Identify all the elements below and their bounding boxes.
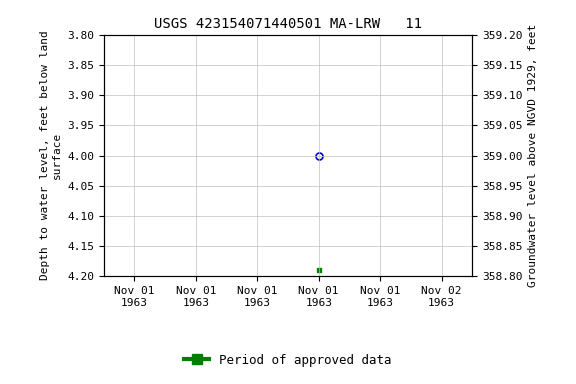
Title: USGS 423154071440501 MA-LRW   11: USGS 423154071440501 MA-LRW 11 <box>154 17 422 31</box>
Y-axis label: Groundwater level above NGVD 1929, feet: Groundwater level above NGVD 1929, feet <box>528 24 538 287</box>
Y-axis label: Depth to water level, feet below land
surface: Depth to water level, feet below land su… <box>40 31 62 280</box>
Legend: Period of approved data: Period of approved data <box>179 349 397 372</box>
